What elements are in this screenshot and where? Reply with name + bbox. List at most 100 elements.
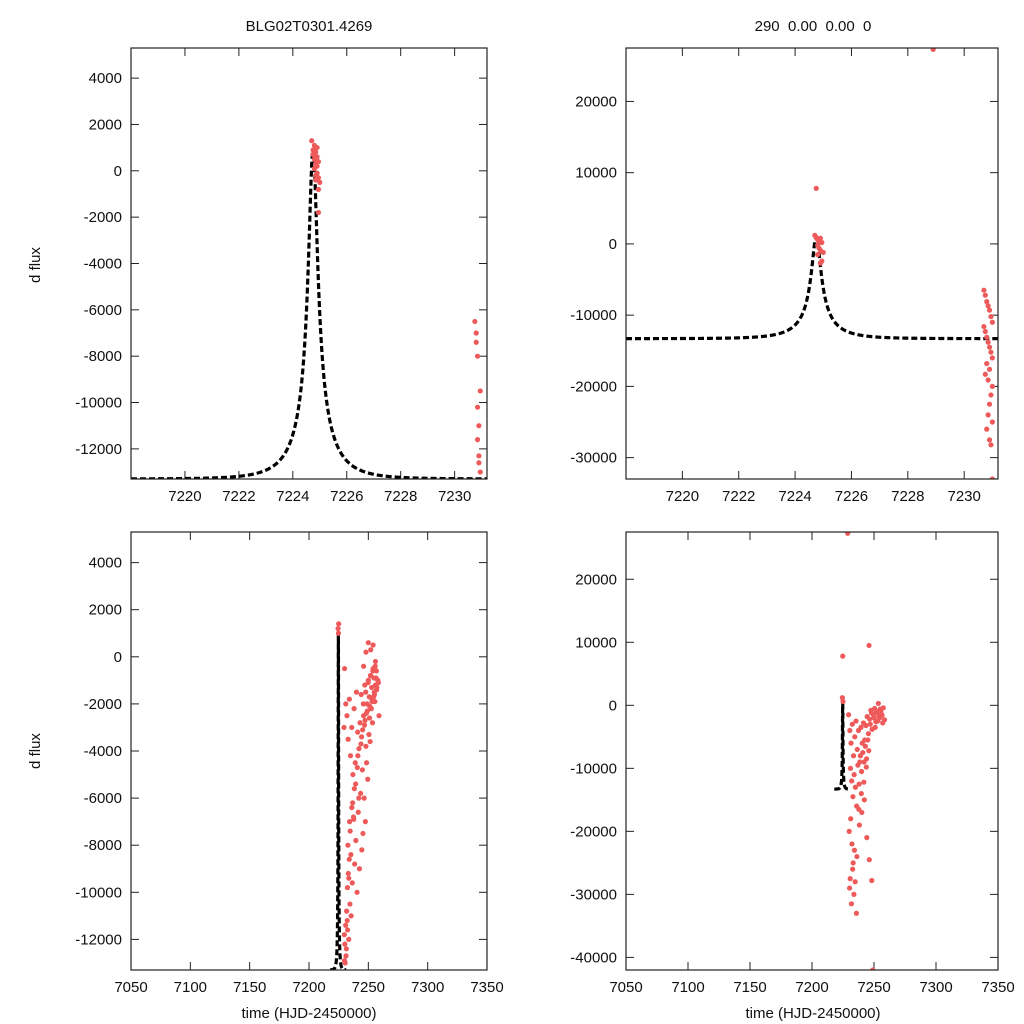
y-tick-label: -20000 bbox=[570, 823, 617, 840]
plot-area: 7050 7100 7150 7200 7250 7300 7350 20000 10000 0 -… bbox=[570, 531, 1015, 996]
panel-top-left: BLG02T0301.4269 d flux 7220 7222 7224 7226 7… bbox=[27, 18, 488, 505]
data-point bbox=[374, 684, 380, 691]
y-tick-label: -10000 bbox=[570, 307, 617, 324]
data-point bbox=[877, 706, 883, 712]
data-point bbox=[353, 781, 359, 787]
data-point bbox=[366, 694, 372, 700]
data-point bbox=[366, 731, 372, 738]
x-tick-label: 7150 bbox=[733, 979, 766, 996]
data-point bbox=[341, 724, 347, 731]
data-point bbox=[343, 922, 349, 928]
data-point bbox=[360, 830, 366, 837]
data-point bbox=[866, 642, 872, 649]
data-point bbox=[880, 720, 886, 726]
data-point bbox=[817, 235, 824, 241]
data-point bbox=[988, 392, 994, 398]
x-tick-label: 7224 bbox=[276, 488, 309, 505]
data-point bbox=[988, 442, 994, 448]
data-point bbox=[866, 748, 872, 754]
data-point bbox=[371, 691, 378, 698]
data-point bbox=[986, 401, 993, 407]
data-point bbox=[363, 649, 369, 655]
plot-frame bbox=[130, 531, 488, 971]
data-point bbox=[474, 437, 481, 443]
data-point bbox=[872, 724, 878, 730]
data-point bbox=[372, 663, 378, 669]
y-tick-label: -10000 bbox=[570, 760, 617, 777]
data-point bbox=[314, 163, 320, 169]
data-point bbox=[341, 957, 348, 964]
x-tick-label: 7200 bbox=[292, 979, 325, 996]
data-point bbox=[861, 797, 867, 803]
data-point bbox=[984, 299, 990, 305]
data-point bbox=[981, 323, 987, 330]
y-tick-label: -10000 bbox=[75, 884, 122, 901]
data-point bbox=[863, 722, 869, 729]
data-point bbox=[341, 932, 347, 938]
data-point bbox=[853, 910, 859, 916]
data-point bbox=[986, 344, 993, 350]
y-tick-label: 0 bbox=[114, 649, 122, 666]
y-tick-label: 20000 bbox=[575, 93, 617, 110]
x-tick-label: 7100 bbox=[671, 979, 704, 996]
data-point bbox=[472, 318, 478, 325]
data-point bbox=[846, 885, 853, 891]
data-point bbox=[859, 768, 865, 775]
data-point bbox=[356, 795, 362, 801]
data-point bbox=[315, 158, 322, 165]
data-point bbox=[349, 724, 355, 731]
y-tick-label: -12000 bbox=[75, 441, 122, 458]
plot-marks bbox=[834, 532, 888, 970]
data-point bbox=[317, 179, 323, 185]
data-point bbox=[986, 307, 993, 313]
data-point bbox=[984, 334, 990, 340]
plot-area: 7220 7222 7224 7226 7228 7230 4000 2000 0 -2000 -4… bbox=[75, 47, 488, 505]
data-point bbox=[850, 794, 856, 800]
x-tick-label: 7230 bbox=[947, 488, 980, 505]
data-point bbox=[355, 753, 361, 759]
data-point bbox=[309, 138, 315, 144]
y-tick-label: 0 bbox=[114, 163, 122, 180]
data-point bbox=[867, 721, 873, 727]
y-tick-label: -4000 bbox=[84, 743, 122, 760]
chart-title: BLG02T0301.4269 bbox=[246, 18, 373, 35]
data-point bbox=[363, 689, 369, 695]
data-point bbox=[848, 901, 855, 907]
x-tick-label: 7226 bbox=[835, 488, 868, 505]
data-point bbox=[476, 453, 482, 459]
y-tick-label: -30000 bbox=[570, 450, 617, 467]
data-point bbox=[856, 806, 862, 812]
data-point bbox=[350, 771, 356, 778]
data-point bbox=[346, 819, 353, 825]
y-tick-label: -40000 bbox=[570, 949, 617, 966]
data-point bbox=[930, 48, 936, 53]
data-point bbox=[849, 841, 855, 847]
data-point bbox=[342, 941, 348, 947]
data-point bbox=[358, 790, 364, 796]
data-point bbox=[348, 852, 354, 858]
y-tick-label: -6000 bbox=[84, 302, 122, 319]
data-point bbox=[363, 743, 369, 749]
x-tick-label: 7100 bbox=[174, 979, 207, 996]
data-point bbox=[354, 764, 360, 771]
data-point bbox=[313, 177, 319, 183]
data-point bbox=[473, 330, 479, 336]
data-point bbox=[365, 640, 371, 646]
data-point bbox=[985, 377, 991, 383]
data-point bbox=[346, 696, 352, 702]
data-point bbox=[368, 647, 374, 653]
y-tick-label: 4000 bbox=[89, 555, 122, 572]
plot-frame bbox=[625, 531, 999, 971]
x-tick-label: 7300 bbox=[919, 979, 952, 996]
y-tick-label: -6000 bbox=[84, 790, 122, 807]
data-point bbox=[347, 901, 353, 907]
x-tick-label: 7228 bbox=[384, 488, 417, 505]
data-point bbox=[865, 731, 872, 737]
y-tick-label: 20000 bbox=[575, 571, 617, 588]
data-point bbox=[335, 630, 342, 636]
data-point bbox=[865, 737, 871, 743]
data-point bbox=[856, 822, 862, 828]
x-tick-label: 7350 bbox=[470, 979, 503, 996]
data-point bbox=[861, 779, 867, 785]
